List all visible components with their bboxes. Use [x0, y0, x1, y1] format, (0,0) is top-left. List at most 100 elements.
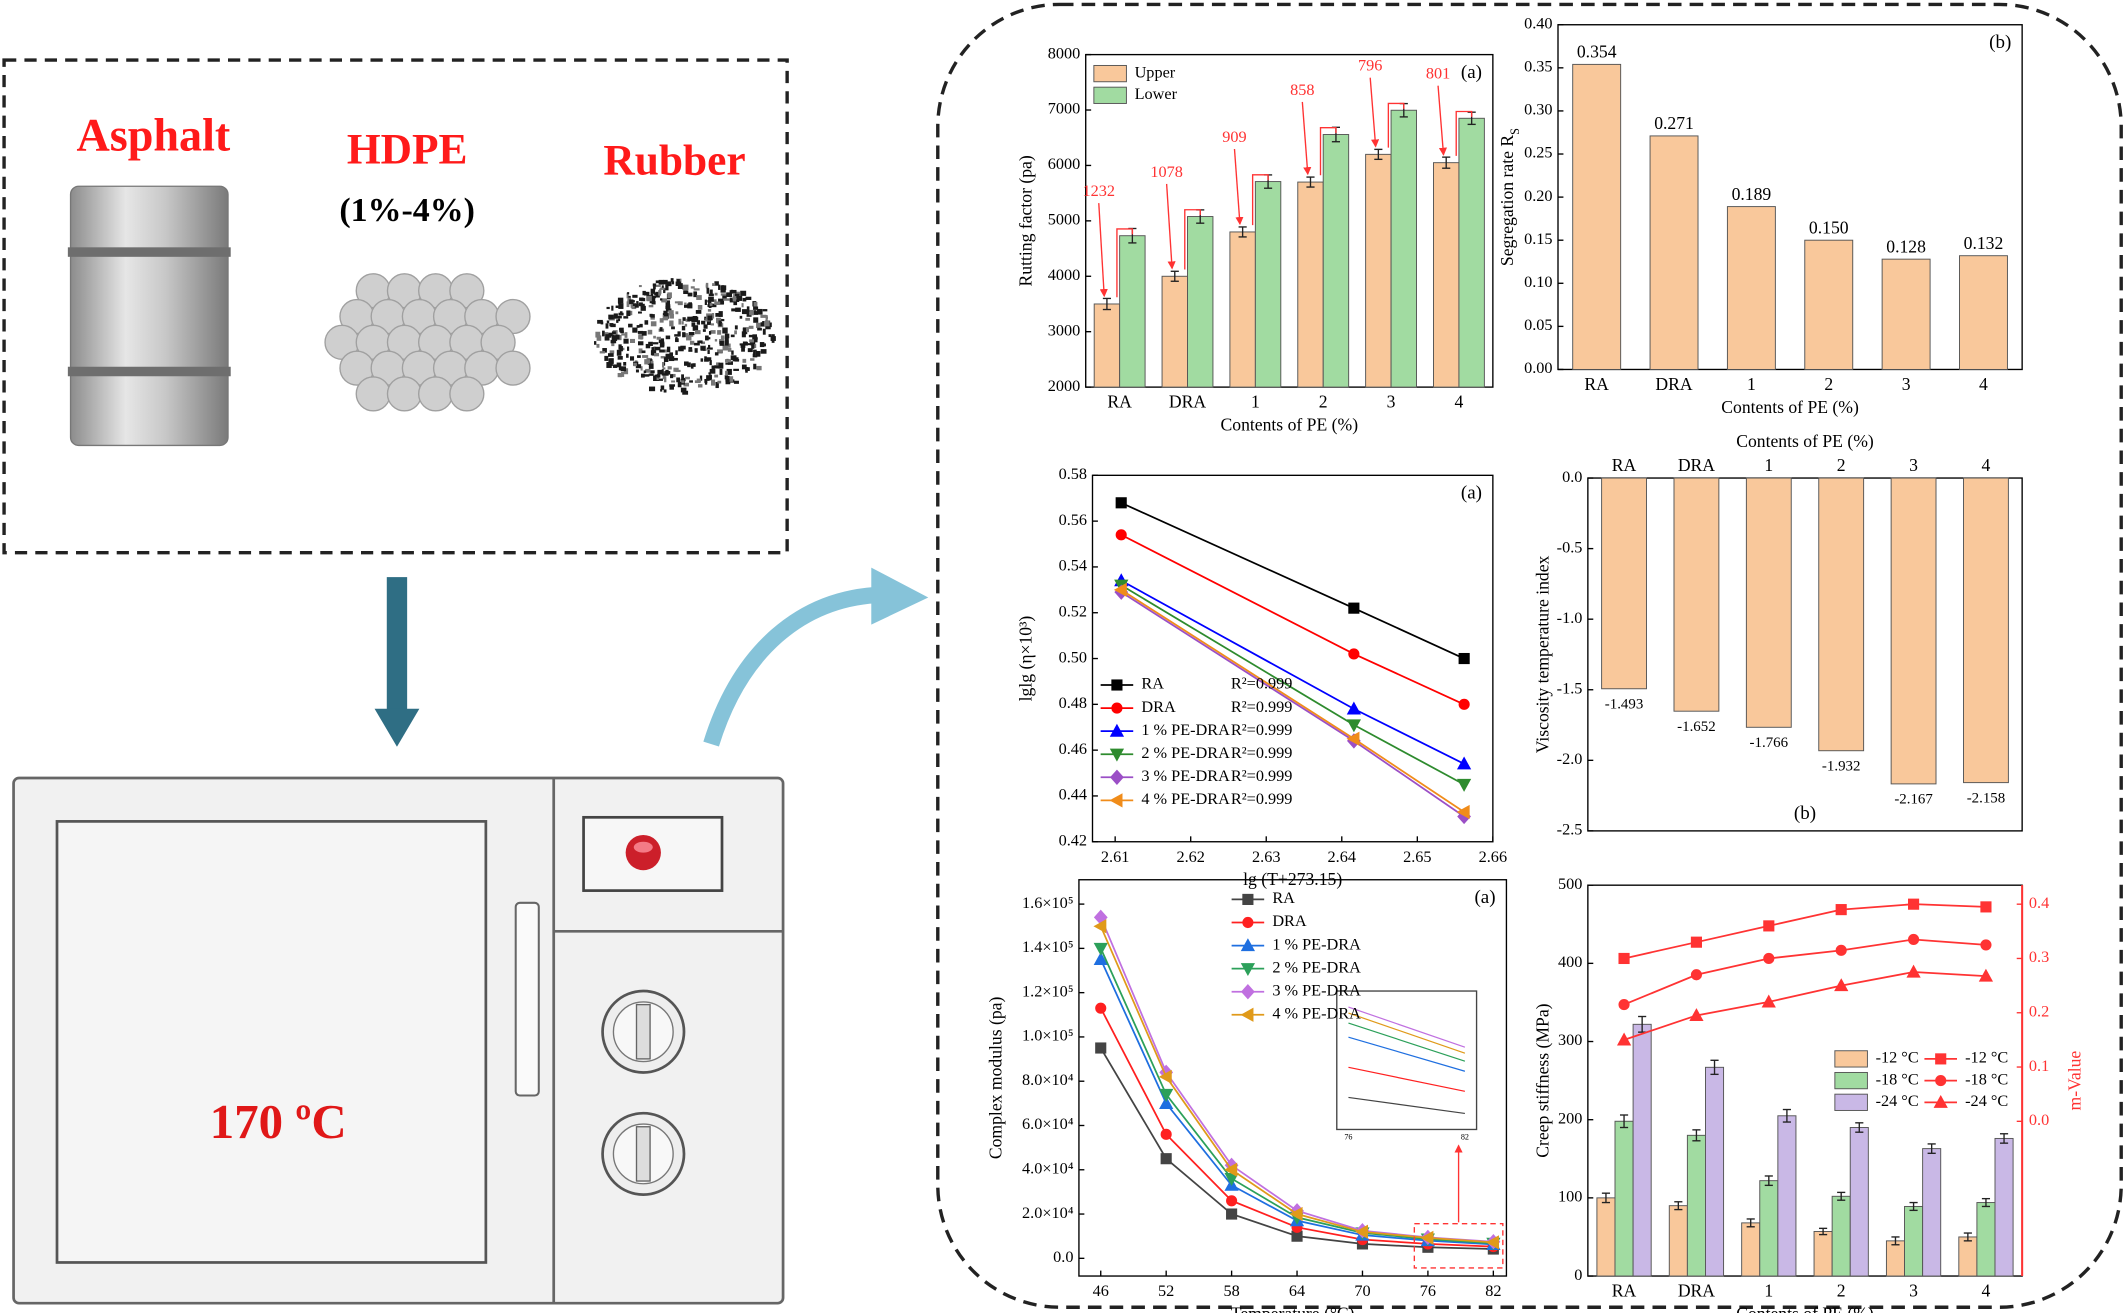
crumb: [690, 286, 695, 289]
crumb: [605, 334, 612, 338]
error-bar: [1999, 1133, 2009, 1144]
crumb: [618, 318, 621, 322]
y2-axis-label: m-Value: [2064, 1051, 2084, 1111]
x-tick-label: 4: [1982, 455, 1991, 475]
crumb: [689, 340, 695, 345]
crumb: [684, 361, 689, 366]
x-tick-label: 2: [1319, 391, 1328, 411]
crumb: [666, 281, 672, 287]
y-axis-label: Rutting factor (pa): [1015, 155, 1035, 286]
crumb: [701, 320, 706, 325]
x-tick-label: DRA: [1678, 455, 1715, 475]
crumb: [719, 368, 723, 375]
crumb: [677, 381, 682, 388]
crumb: [623, 338, 629, 344]
marker: [1160, 1153, 1172, 1165]
crumb: [619, 366, 625, 371]
crumb: [648, 386, 656, 392]
crumb: [751, 343, 755, 349]
x-tick-label: 2.64: [1328, 847, 1356, 866]
bar: [1726, 206, 1776, 370]
crumb: [699, 375, 703, 381]
crumb: [677, 283, 683, 289]
crumb: [740, 343, 746, 348]
crumb: [756, 322, 761, 329]
legend-label: 4 % PE-DRA: [1141, 789, 1230, 808]
crumb: [695, 310, 702, 314]
y-axis-label: Creep stiffness (MPa): [1532, 1003, 1552, 1157]
crumb: [687, 316, 694, 322]
x-axis-label: Contents of PE (%): [1221, 415, 1359, 435]
crumb: [638, 335, 644, 339]
y-tick-label: 0: [1574, 1265, 1582, 1284]
crumb: [655, 291, 660, 298]
crumb: [753, 337, 758, 343]
crumb: [643, 291, 650, 296]
marker: [1689, 1008, 1704, 1022]
crumb: [652, 283, 657, 287]
y-tick-label: 0.00: [1524, 358, 1552, 377]
crumb: [626, 353, 629, 358]
bar: [1649, 135, 1699, 370]
crumb: [633, 362, 637, 367]
crumb: [659, 341, 665, 348]
marker: [1690, 936, 1702, 948]
error-bar: [1692, 1129, 1701, 1142]
crumb: [714, 365, 720, 369]
marker: [1242, 916, 1254, 929]
y-axis-label-text: Rutting factor (pa): [1015, 155, 1035, 286]
crumb: [674, 334, 680, 337]
legend-label: 3 % PE-DRA: [1141, 766, 1230, 785]
crumb: [753, 349, 757, 355]
crumb: [714, 292, 718, 296]
crumb: [634, 303, 639, 308]
crumb: [727, 361, 733, 365]
crumb: [671, 373, 676, 378]
error-bar: [1170, 270, 1179, 282]
crumb: [626, 292, 629, 299]
crumb: [642, 290, 646, 296]
crumb: [683, 382, 690, 387]
crumb: [651, 347, 655, 351]
crumb: [648, 305, 654, 308]
marker: [1289, 1206, 1303, 1222]
crumb: [704, 378, 708, 383]
crumb: [656, 284, 661, 287]
crumb: [629, 300, 635, 303]
crumb: [710, 330, 716, 334]
crumb: [726, 368, 732, 375]
crumb: [707, 304, 710, 308]
panel-label: (b): [1794, 803, 1816, 824]
crumb: [637, 341, 644, 346]
crumb: [709, 289, 713, 295]
crumb: [616, 319, 619, 323]
crumb: [671, 380, 676, 383]
bar: [1093, 303, 1121, 388]
chart: 2000 3000 4000 5000 6000 7000 8000 RA DRA 1 2 3 4 Con…: [1015, 43, 1494, 435]
crumb: [643, 370, 647, 374]
crumb: [714, 301, 721, 305]
crumb: [611, 335, 618, 341]
crumb: [734, 299, 740, 303]
bar: [1297, 181, 1324, 388]
crumb: [617, 372, 622, 378]
crumb: [742, 297, 747, 302]
error-bar: [1927, 1143, 1936, 1154]
x-tick-label: RA: [1612, 1280, 1637, 1300]
crumb: [623, 316, 629, 319]
y-tick-label: 6.0×10⁴: [1022, 1114, 1074, 1133]
x-tick-label: 52: [1158, 1281, 1174, 1300]
y2-tick-label: 0.0: [2029, 1110, 2049, 1129]
marker: [1242, 893, 1254, 905]
panel-label: (b): [1989, 32, 2011, 53]
marker: [1093, 952, 1108, 965]
microwave: [12, 776, 785, 1305]
legend-swatch: [1834, 1093, 1868, 1111]
marker: [1348, 648, 1360, 660]
crumb: [696, 320, 701, 325]
crumb: [726, 292, 733, 297]
crumb: [694, 380, 701, 384]
marker: [1346, 731, 1360, 746]
crumb: [724, 359, 732, 363]
crumb: [697, 384, 703, 388]
